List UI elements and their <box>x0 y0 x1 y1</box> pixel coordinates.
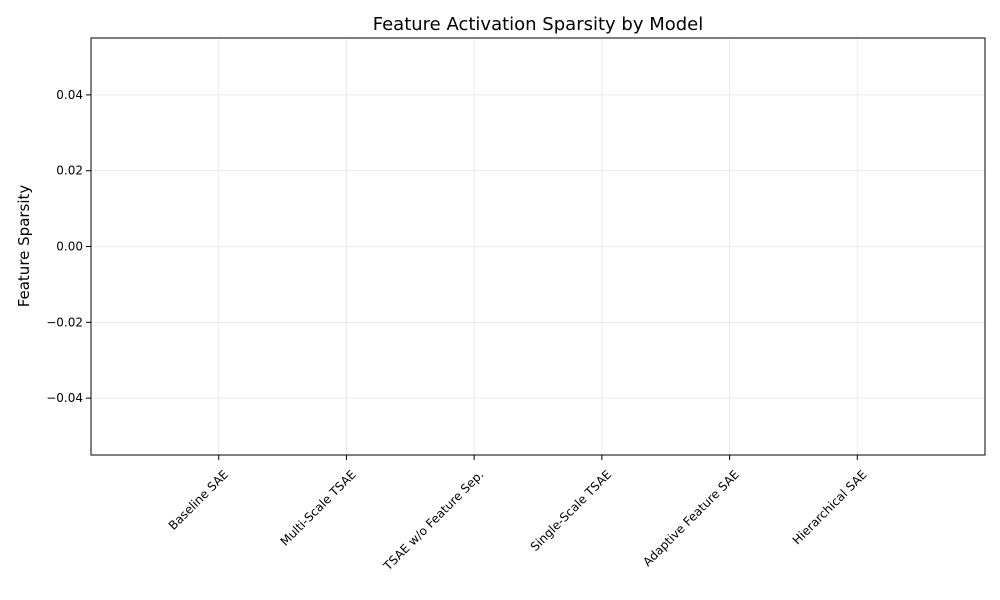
y-tick-label: 0.00 <box>56 240 83 254</box>
axis-ticks: −0.04 −0.02 0.00 0.02 0.04 Baseline SAE Multi-… <box>46 88 869 574</box>
y-tick-label: −0.04 <box>46 391 83 405</box>
x-tick-label: Single-Scale TSAE <box>528 467 614 553</box>
y-axis-label: Feature Sparsity <box>15 185 33 308</box>
x-tick-label: TSAE w/o Feature Sep. <box>380 467 486 573</box>
x-tick-label: Adaptive Feature SAE <box>640 467 742 569</box>
chart-title: Feature Activation Sparsity by Model <box>373 14 704 35</box>
x-tick-label: Hierarchical SAE <box>790 467 870 547</box>
grid-lines <box>91 38 985 455</box>
y-tick-label: −0.02 <box>46 315 83 329</box>
y-tick-label: 0.04 <box>56 88 83 102</box>
x-tick-label: Multi-Scale TSAE <box>278 467 359 548</box>
x-tick-label: Baseline SAE <box>166 467 231 532</box>
y-tick-label: 0.02 <box>56 164 83 178</box>
